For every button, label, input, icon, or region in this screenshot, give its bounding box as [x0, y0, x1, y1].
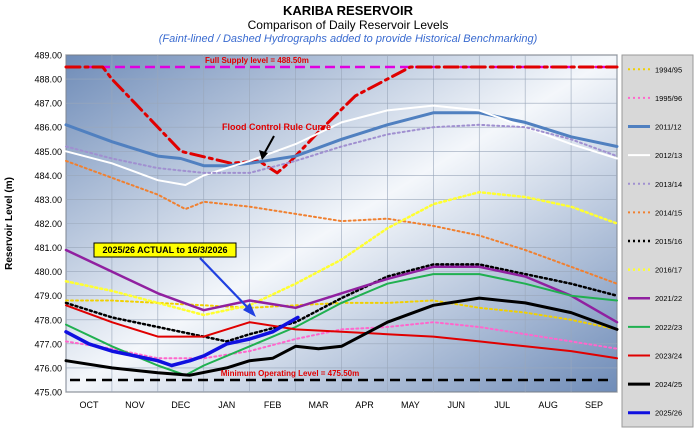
- legend-label: 2011/12: [655, 123, 682, 132]
- legend-label: 2021/22: [655, 294, 682, 303]
- legend-label: 2014/15: [655, 208, 682, 217]
- x-tick-label: JUL: [494, 400, 510, 410]
- y-tick-label: 482.00: [34, 219, 62, 229]
- series-line: [65, 104, 618, 186]
- series-line: [64, 296, 619, 377]
- y-tick-label: 480.00: [34, 267, 62, 277]
- series-line: [64, 111, 619, 168]
- series-line: [64, 248, 619, 324]
- x-tick-label: JAN: [218, 400, 235, 410]
- y-tick-label: 484.00: [34, 171, 62, 181]
- series-line: [64, 65, 619, 175]
- x-tick-label: DEC: [171, 400, 191, 410]
- chart-title: KARIBA RESERVOIR: [283, 3, 414, 18]
- actual-label-text: 2025/26 ACTUAL to 16/3/2026: [102, 245, 227, 255]
- flood-control-arrow: [263, 135, 275, 155]
- flood-control-label: Flood Control Rule Curve: [222, 122, 331, 132]
- chart-subtitle: Comparison of Daily Reservoir Levels: [248, 18, 449, 32]
- min-operating-label: Minimum Operating Level = 475.50m: [221, 369, 360, 378]
- y-tick-label: 488.00: [34, 75, 62, 85]
- actual-label-box: [93, 242, 237, 258]
- series-line: [65, 123, 618, 174]
- y-tick-label: 489.00: [34, 51, 62, 61]
- x-tick-label: NOV: [125, 400, 145, 410]
- x-tick-label: MAR: [309, 400, 330, 410]
- x-tick-label: APR: [355, 400, 374, 410]
- series-line: [64, 315, 300, 368]
- y-tick-label: 475.00: [34, 388, 62, 398]
- legend-label: 2015/16: [655, 237, 682, 246]
- full-supply-label: Full Supply level = 488.50m: [205, 56, 309, 65]
- x-tick-label: MAY: [401, 400, 420, 410]
- y-tick-label: 478.00: [34, 315, 62, 325]
- x-tick-label: OCT: [79, 400, 99, 410]
- series-line: [65, 273, 618, 377]
- series-line: [65, 159, 618, 285]
- y-tick-label: 477.00: [34, 339, 62, 349]
- y-tick-label: 476.00: [34, 363, 62, 373]
- legend-label: 2024/25: [655, 380, 682, 389]
- legend-label: 1995/96: [655, 94, 682, 103]
- legend-label: 1994/95: [655, 65, 682, 74]
- chart-note: (Faint-lined / Dashed Hydrographs added …: [159, 33, 538, 45]
- legend-label: 2016/17: [655, 266, 682, 275]
- x-tick-label: JUN: [448, 400, 466, 410]
- series-line: [65, 321, 618, 360]
- x-tick-label: AUG: [538, 400, 558, 410]
- y-tick-label: 481.00: [34, 243, 62, 253]
- y-tick-label: 485.00: [34, 147, 62, 157]
- series-line: [64, 263, 619, 343]
- x-tick-label: FEB: [264, 400, 282, 410]
- x-tick-label: SEP: [585, 400, 603, 410]
- legend-label: 2022/23: [655, 323, 682, 332]
- series-line: [65, 304, 618, 360]
- legend-label: 2025/26: [655, 409, 682, 418]
- actual-arrowhead: [243, 303, 256, 317]
- actual-arrow: [199, 257, 251, 311]
- legend-label: 2013/14: [655, 180, 682, 189]
- y-tick-label: 479.00: [34, 291, 62, 301]
- y-tick-label: 486.00: [34, 123, 62, 133]
- y-tick-label: 487.00: [34, 99, 62, 109]
- legend-label: 2023/24: [655, 351, 682, 360]
- flood-control-arrowhead: [259, 150, 268, 160]
- legend-label: 2012/13: [655, 151, 682, 160]
- y-tick-label: 483.00: [34, 195, 62, 205]
- y-axis-label: Reservoir Level (m): [4, 177, 15, 270]
- series-line: [64, 190, 619, 317]
